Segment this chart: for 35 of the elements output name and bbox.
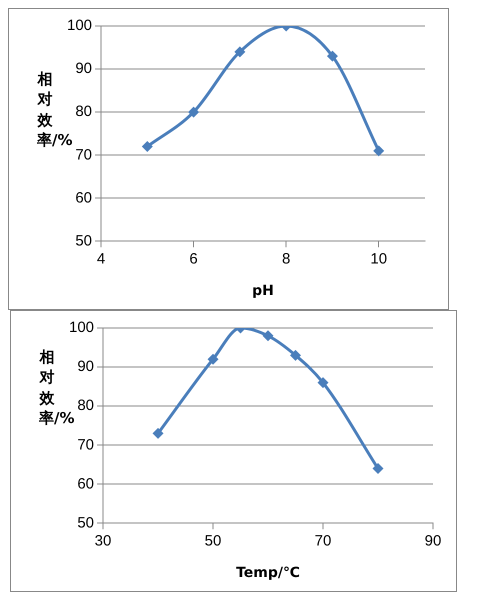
y-tick-label: 80 [75,103,92,120]
y-tick-label: 60 [75,189,92,206]
x-tick-label: 10 [370,250,388,268]
y-tick-label: 80 [77,397,94,414]
y-tick-label: 90 [75,60,92,78]
point [373,145,384,156]
y-tick-label: 50 [75,232,92,250]
x-tick-label: 8 [282,250,290,268]
x-axis-title: pH [252,283,274,300]
point [262,330,274,342]
y-tick-label: 90 [77,358,94,376]
point [326,50,338,62]
point [234,46,246,58]
x-tick-label: 90 [424,532,442,550]
y-tick-label: 50 [77,514,94,532]
x-axis-title: Temp/℃ [236,565,300,582]
point [208,354,219,365]
point [318,377,329,388]
point [188,106,200,118]
y-tick-label: 70 [77,436,94,454]
point [372,463,384,474]
x-tick-label: 70 [314,532,332,550]
point [290,350,302,361]
x-tick-label: 50 [204,532,222,550]
y-tick-label: 100 [66,17,92,34]
y-axis-title: 相对效率/% [39,347,75,428]
x-tick-label: 4 [96,250,106,268]
point [142,141,153,152]
y-tick-label: 100 [68,319,94,336]
y-tick-label: 60 [77,475,94,492]
x-tick-label: 6 [189,250,198,268]
x-tick-label: 30 [94,532,112,550]
y-axis-title: 相对效率/% [37,69,73,150]
y-tick-label: 70 [75,146,92,164]
point [152,428,164,439]
